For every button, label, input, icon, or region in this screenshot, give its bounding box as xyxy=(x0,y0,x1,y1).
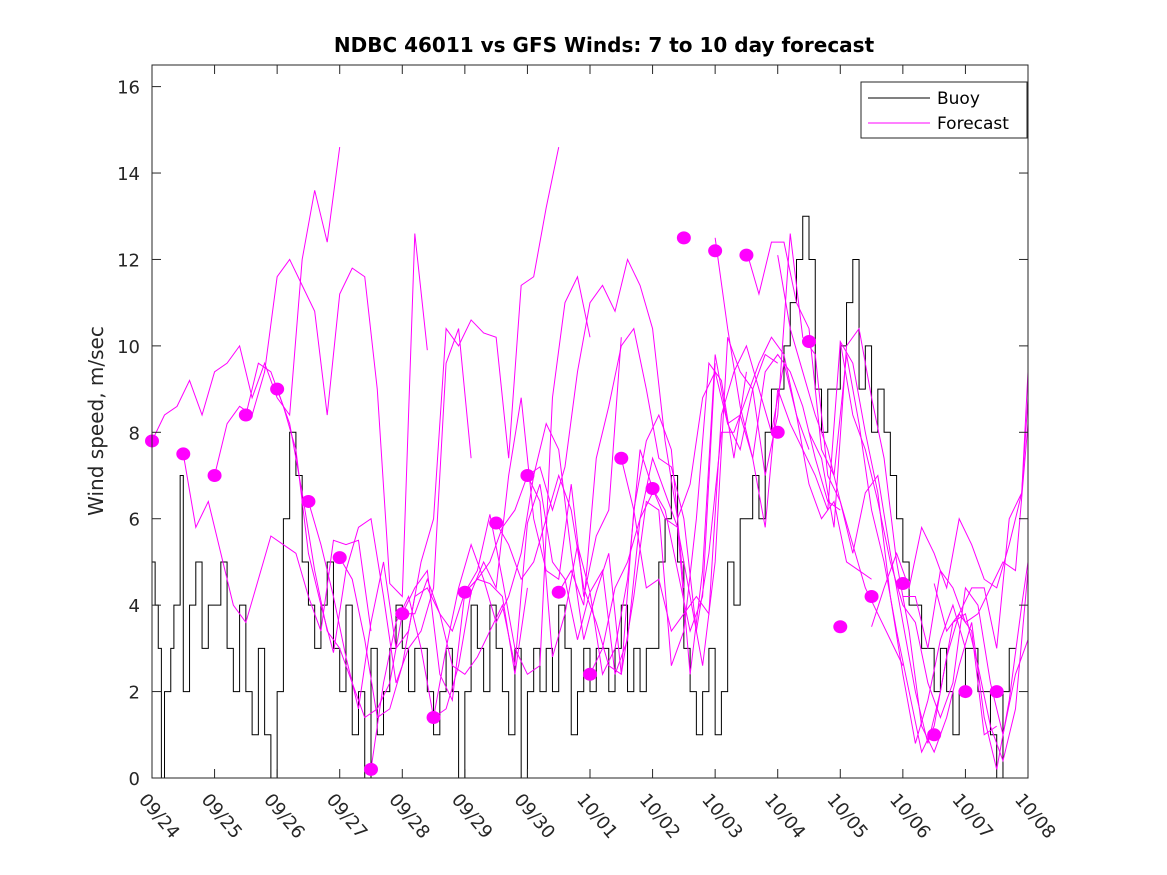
y-tick-label: 10 xyxy=(117,337,140,358)
forecast-point xyxy=(426,711,441,725)
forecast-point xyxy=(770,425,785,439)
buoy-series-line xyxy=(152,215,1016,779)
x-tick-label: 09/26 xyxy=(259,790,308,843)
forecast-point xyxy=(489,516,504,530)
y-tick-label: 2 xyxy=(129,683,140,704)
forecast-point xyxy=(207,469,222,483)
forecast-point xyxy=(958,685,973,699)
forecast-series-line xyxy=(464,363,716,676)
forecast-point xyxy=(457,585,472,599)
x-tick-label: 10/07 xyxy=(948,790,997,843)
forecast-point xyxy=(176,447,191,461)
forecast-point xyxy=(802,335,816,349)
x-tick-label: 10/05 xyxy=(822,790,871,843)
x-tick-label: 10/04 xyxy=(760,790,809,843)
legend-label-forecast: Forecast xyxy=(937,114,1009,134)
y-tick-label: 16 xyxy=(117,78,140,99)
forecast-point xyxy=(301,494,316,508)
forecast-point xyxy=(895,577,910,591)
forecast-series-line xyxy=(745,241,997,754)
x-tick-label: 10/06 xyxy=(885,790,934,843)
forecast-point xyxy=(833,620,848,634)
x-tick-label: 10/01 xyxy=(572,790,621,843)
forecast-point xyxy=(927,728,942,742)
forecast-series-line xyxy=(495,361,747,676)
forecast-point xyxy=(395,607,410,621)
forecast-series-line xyxy=(808,327,1029,770)
forecast-series-line xyxy=(558,327,810,632)
x-tick-label: 09/28 xyxy=(384,790,433,843)
y-axis: 0 2 4 6 8 10 12 14 16 xyxy=(117,78,1028,790)
forecast-series-line xyxy=(402,484,654,675)
forecast-series-line xyxy=(620,344,872,633)
forecast-series-line xyxy=(589,353,841,675)
forecast-series-line xyxy=(777,255,1029,763)
x-tick-label: 10/02 xyxy=(635,790,684,843)
forecast-point xyxy=(864,590,879,604)
chart-title: NDBC 46011 vs GFS Winds: 7 to 10 day for… xyxy=(334,33,875,57)
x-tick-label: 09/24 xyxy=(134,790,183,843)
legend-label-buoy: Buoy xyxy=(937,89,980,109)
x-tick-label: 10/03 xyxy=(697,790,746,843)
forecast-point xyxy=(551,585,566,599)
y-tick-label: 8 xyxy=(129,423,140,444)
forecast-series-line xyxy=(933,397,1029,649)
x-tick-label: 09/27 xyxy=(322,790,371,843)
forecast-series-line xyxy=(245,328,472,684)
y-tick-label: 6 xyxy=(129,510,140,531)
forecast-point xyxy=(614,451,629,465)
forecast-point xyxy=(739,248,754,262)
forecast-series-line xyxy=(151,147,341,442)
forecast-point xyxy=(364,762,378,776)
forecast-series-line xyxy=(527,257,778,521)
forecast-point xyxy=(520,469,535,483)
y-tick-label: 12 xyxy=(117,250,140,271)
forecast-point xyxy=(332,551,347,565)
forecast-series-line xyxy=(182,453,372,632)
legend-box xyxy=(860,81,1028,139)
forecast-point xyxy=(645,481,660,495)
x-tick-label: 09/25 xyxy=(197,790,246,843)
legend: Buoy Forecast xyxy=(860,81,1028,139)
y-tick-label: 14 xyxy=(117,164,140,185)
forecast-series-line xyxy=(839,341,1029,735)
forecast-point xyxy=(270,382,285,396)
x-tick-label: 09/29 xyxy=(447,790,496,843)
y-tick-label: 4 xyxy=(129,596,140,617)
x-tick-label: 10/08 xyxy=(1010,790,1059,843)
forecast-series-line xyxy=(871,371,1029,627)
forecast-point xyxy=(676,231,691,245)
forecast-series-line xyxy=(307,147,560,709)
forecast-series-line xyxy=(433,413,685,718)
y-tick-label: 0 xyxy=(129,769,140,790)
plot-area xyxy=(145,147,1029,779)
forecast-point xyxy=(583,667,597,681)
forecast-series-line xyxy=(902,423,1029,649)
y-axis-label: Wind speed, m/sec xyxy=(84,326,108,516)
forecast-point xyxy=(708,244,723,258)
forecast-series-line xyxy=(652,233,904,666)
x-tick-label: 09/30 xyxy=(510,790,559,843)
forecast-point xyxy=(989,685,1004,699)
forecast-point xyxy=(238,408,253,422)
